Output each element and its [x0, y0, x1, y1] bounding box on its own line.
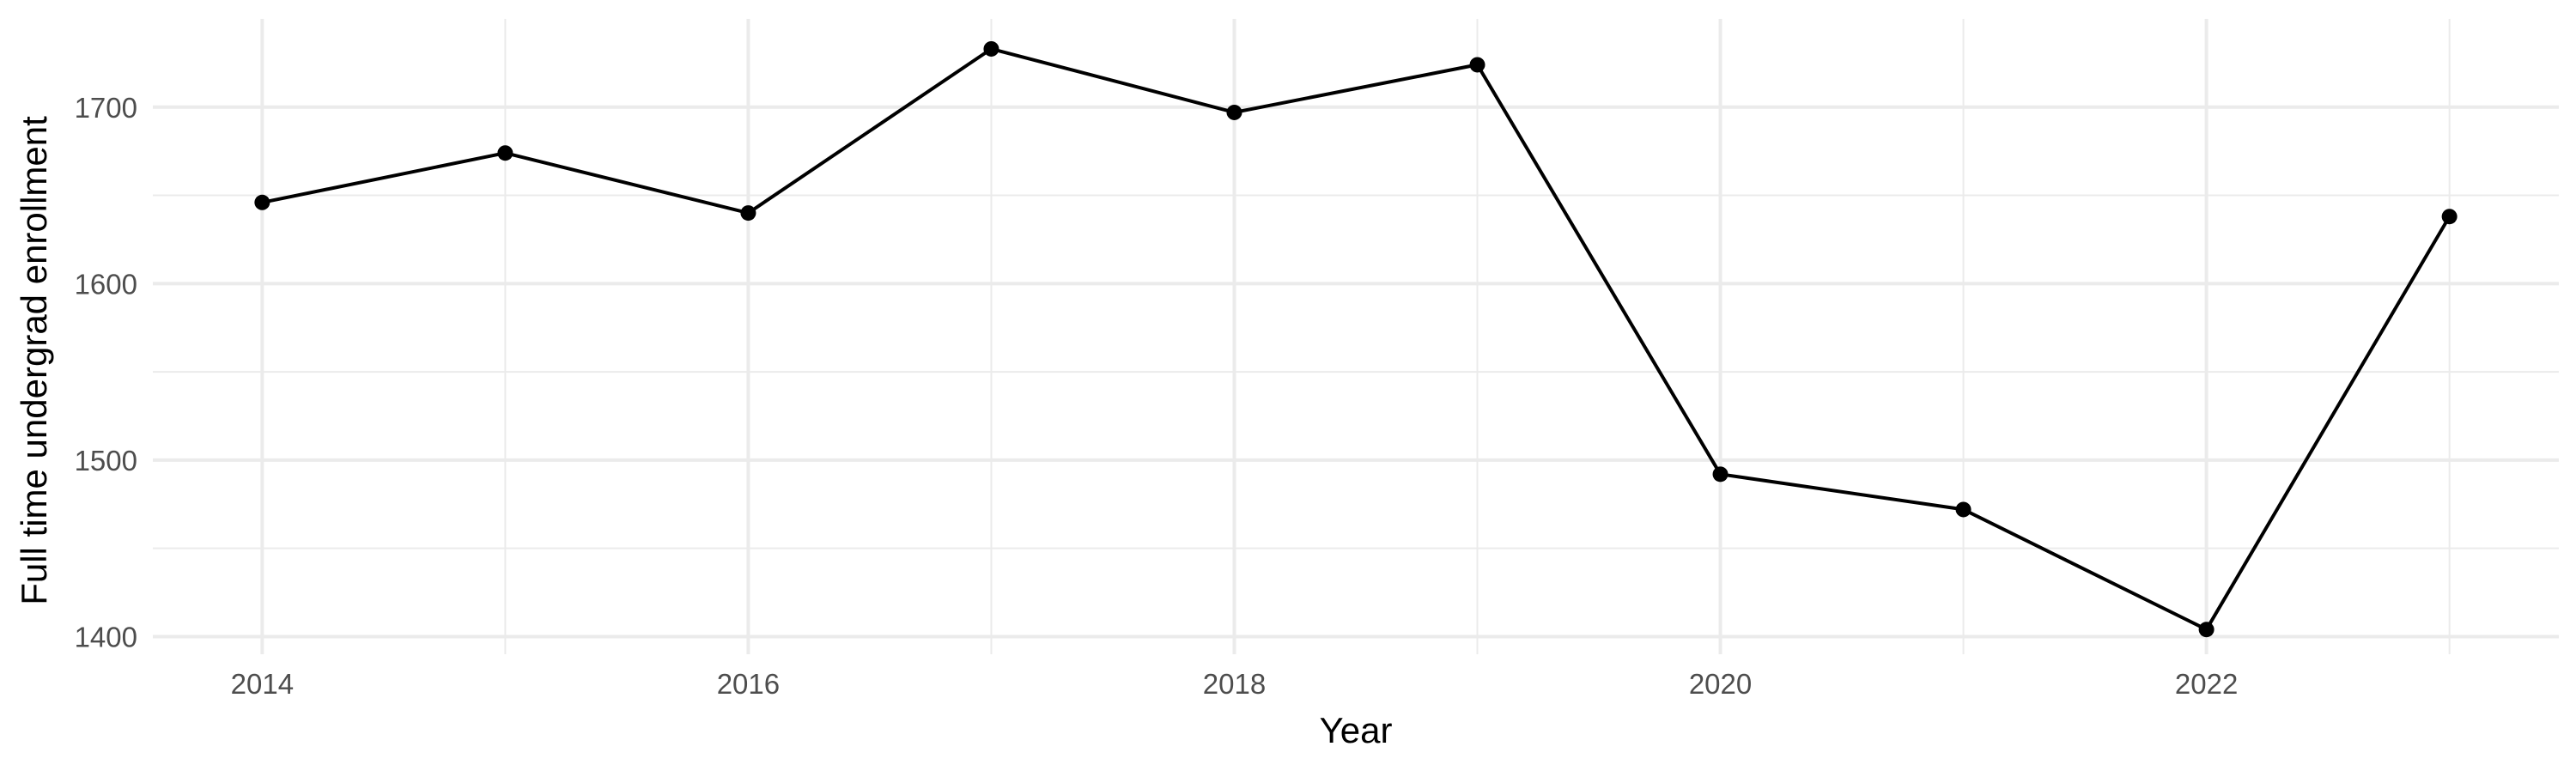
data-point [983, 40, 999, 57]
grid-lines [153, 19, 2559, 654]
data-point [497, 145, 513, 161]
x-tick-label: 2018 [1203, 668, 1266, 700]
x-tick-label: 2022 [2175, 668, 2238, 700]
y-tick-label: 1400 [75, 621, 137, 653]
x-tick-label: 2016 [717, 668, 780, 700]
y-tick-label: 1500 [75, 445, 137, 477]
axis-labels: 2014 2016 2018 2020 2022 1400 1500 1600 1700 [75, 92, 2239, 700]
y-axis-title: Full time undergrad enrollment [14, 116, 54, 605]
data-point [1226, 104, 1242, 120]
x-tick-label: 2020 [1689, 668, 1752, 700]
x-axis-title: Year [1320, 710, 1393, 750]
data-point [2198, 622, 2215, 638]
series-line [260, 46, 2451, 632]
data-series [254, 40, 2458, 638]
y-tick-label: 1600 [75, 268, 137, 300]
x-tick-label: 2014 [231, 668, 294, 700]
y-tick-label: 1700 [75, 92, 137, 124]
data-point [1712, 466, 1728, 483]
data-point [254, 194, 270, 210]
data-point [2441, 209, 2458, 225]
data-point [740, 205, 756, 222]
data-point [1955, 501, 1971, 518]
data-point [1469, 57, 1485, 73]
